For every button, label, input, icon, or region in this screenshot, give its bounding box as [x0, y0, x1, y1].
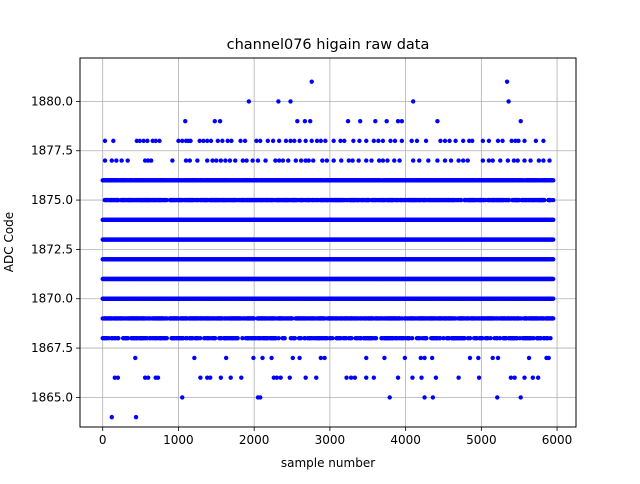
data-point: [468, 336, 472, 340]
data-point: [551, 277, 555, 281]
data-point: [551, 297, 555, 301]
data-point: [374, 336, 378, 340]
data-point: [349, 336, 353, 340]
data-point: [330, 336, 334, 340]
data-point: [548, 336, 552, 340]
data-point: [293, 336, 297, 340]
data-point: [551, 198, 555, 202]
data-point: [542, 198, 546, 202]
data-point: [551, 237, 555, 241]
data-point: [424, 336, 428, 340]
data-point: [276, 336, 280, 340]
data-point: [165, 336, 169, 340]
data-point: [551, 218, 555, 222]
data-point: [488, 336, 492, 340]
data-point: [282, 336, 286, 340]
data-point: [235, 336, 239, 340]
data-point: [198, 336, 202, 340]
data-point: [551, 257, 555, 261]
data-point: [213, 336, 217, 340]
data-point: [116, 336, 120, 340]
data-point: [410, 336, 414, 340]
data-point: [551, 316, 555, 320]
